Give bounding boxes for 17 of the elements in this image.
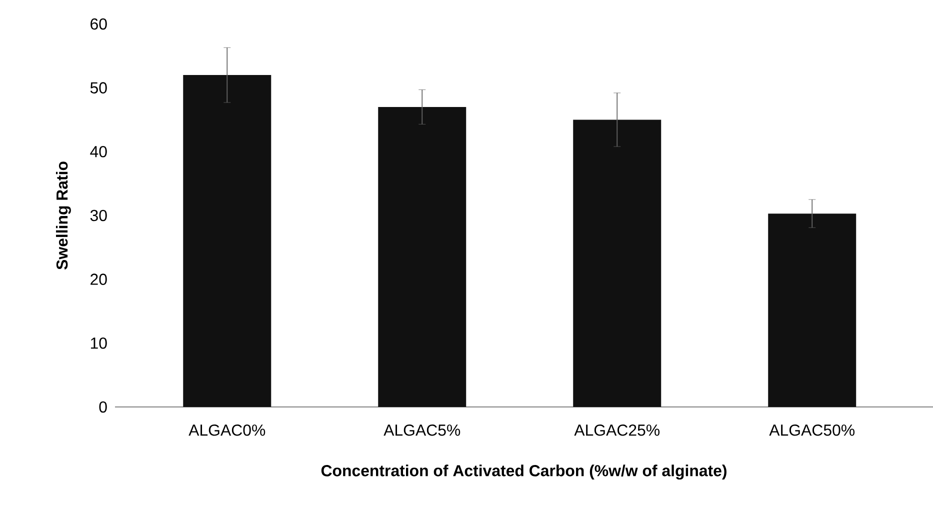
bar — [378, 106, 466, 407]
x-axis-title: Concentration of Activated Carbon (%w/w of alginate) — [321, 464, 726, 480]
y-axis-title: Swelling Ratio — [56, 162, 71, 270]
bar — [573, 120, 662, 407]
x-tick-label: ALGAC50% — [769, 424, 855, 436]
y-tick-label: 0 — [99, 401, 107, 413]
y-tick-label: 30 — [90, 210, 107, 222]
bar — [768, 214, 856, 407]
x-tick-label: ALGAC5% — [384, 424, 460, 436]
y-tick-label: 50 — [90, 82, 107, 94]
y-tick-label: 20 — [90, 274, 107, 285]
y-tick-label: 60 — [90, 18, 107, 30]
bar — [183, 75, 272, 407]
y-tick-label: 40 — [90, 146, 107, 158]
x-tick-label: ALGAC0% — [188, 424, 266, 436]
x-tick-label: ALGAC25% — [574, 424, 660, 436]
y-tick-label: 10 — [90, 338, 107, 349]
